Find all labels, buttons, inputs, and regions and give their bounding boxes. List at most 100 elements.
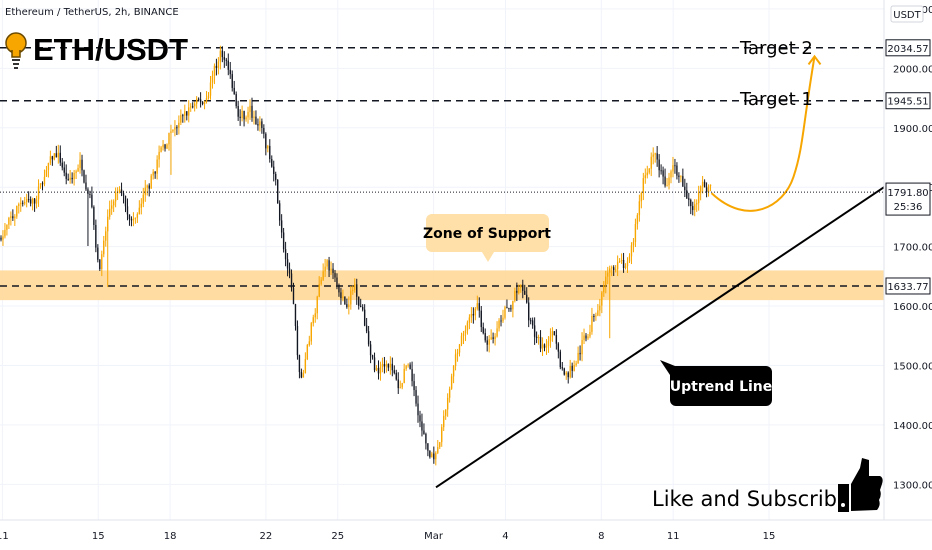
currency-box[interactable] (890, 5, 924, 23)
candle-body (488, 339, 490, 345)
candle-body (705, 187, 708, 192)
candle-body (369, 344, 372, 356)
candle-body (470, 314, 473, 318)
candle-body (377, 367, 380, 374)
candle-body (399, 387, 401, 389)
candle-body (41, 183, 44, 185)
candle-body (393, 370, 395, 373)
candle-body (354, 284, 356, 290)
candle-body (39, 183, 42, 187)
candle-body (433, 453, 435, 460)
candle-body (103, 240, 105, 255)
candle-body (253, 116, 255, 118)
candle-body (356, 284, 358, 297)
candle-body (518, 287, 520, 293)
candle-body (219, 50, 222, 62)
candle-body (140, 203, 143, 208)
candle-body (292, 287, 295, 305)
candle-body (686, 190, 688, 199)
candle-body (110, 205, 113, 209)
candle-body (85, 182, 87, 190)
candle-body (660, 170, 662, 172)
price-tick-label: 1300.00 (893, 480, 932, 491)
candle-body (678, 175, 680, 177)
candle-body (472, 314, 475, 316)
candle-body (421, 421, 423, 431)
candle-body (358, 296, 360, 306)
candle-body (269, 145, 271, 160)
candle-body (676, 165, 678, 176)
candle-body (480, 310, 482, 328)
candle-body (595, 315, 597, 317)
candle-body (225, 59, 227, 61)
candle-body (328, 260, 330, 271)
candle-body (407, 364, 409, 366)
candle-body (288, 268, 291, 274)
candle-body (626, 261, 629, 267)
candle-body (514, 290, 516, 301)
time-axis-ticks: 11 15 18 22 25 Mar 4 8 11 15 (0, 531, 775, 542)
candle-body (411, 369, 413, 382)
candle-body (553, 331, 556, 336)
candle-body (474, 308, 477, 316)
candle-body (55, 153, 58, 158)
candle-body (49, 156, 52, 163)
candle-body (215, 65, 218, 68)
candle-body (684, 186, 686, 191)
candle-body (381, 364, 384, 367)
candle-body (561, 367, 563, 369)
candle-body (4, 229, 6, 237)
candle-body (324, 266, 326, 272)
candle-body (573, 365, 575, 371)
candle-body (567, 372, 569, 378)
candle-body (624, 266, 627, 268)
candle-body (306, 345, 309, 360)
candle-body (611, 267, 613, 269)
candle-body (476, 303, 478, 309)
price-axis[interactable] (884, 0, 932, 520)
price-tick-label: 1900.00 (893, 124, 932, 135)
candle-body (243, 110, 245, 120)
candle-body (423, 430, 425, 434)
candle-body (99, 259, 101, 270)
candle-body (247, 111, 249, 118)
time-axis[interactable] (0, 520, 932, 550)
candle-body (361, 306, 364, 310)
candle-body (20, 202, 22, 205)
candle-body (108, 208, 111, 217)
candle-body (701, 181, 704, 187)
candle-body (638, 201, 641, 216)
candle-body (620, 259, 623, 262)
candle-body (8, 217, 10, 225)
candle-body (105, 231, 107, 241)
candle-body (61, 162, 63, 168)
candle-body (259, 121, 261, 126)
candle-body (522, 284, 524, 291)
candle-body (107, 216, 109, 232)
candle-body (271, 159, 273, 167)
candle-body (188, 107, 190, 116)
candle-body (205, 98, 208, 102)
time-tick-label: 22 (260, 531, 273, 542)
candle-body (634, 224, 637, 242)
candle-body (229, 69, 231, 75)
candle-body (664, 176, 666, 186)
candle-body (6, 224, 8, 230)
candle-body (2, 236, 4, 240)
candle-body (33, 198, 36, 204)
candle-body (318, 283, 320, 297)
candle-body (607, 272, 609, 277)
candle-body (478, 303, 480, 311)
candle-body (690, 199, 692, 207)
candle-body (273, 166, 275, 175)
price-tags: 2034.57 1945.51 1633.77 1791.80 25:36 (885, 39, 931, 295)
candle-body (57, 152, 59, 158)
candle-body (261, 121, 263, 128)
candle-body (363, 309, 366, 326)
candle-body (502, 317, 504, 322)
candle-body (577, 352, 579, 364)
candle-body (120, 189, 123, 194)
candle-body (255, 116, 257, 125)
candle-body (25, 199, 28, 203)
